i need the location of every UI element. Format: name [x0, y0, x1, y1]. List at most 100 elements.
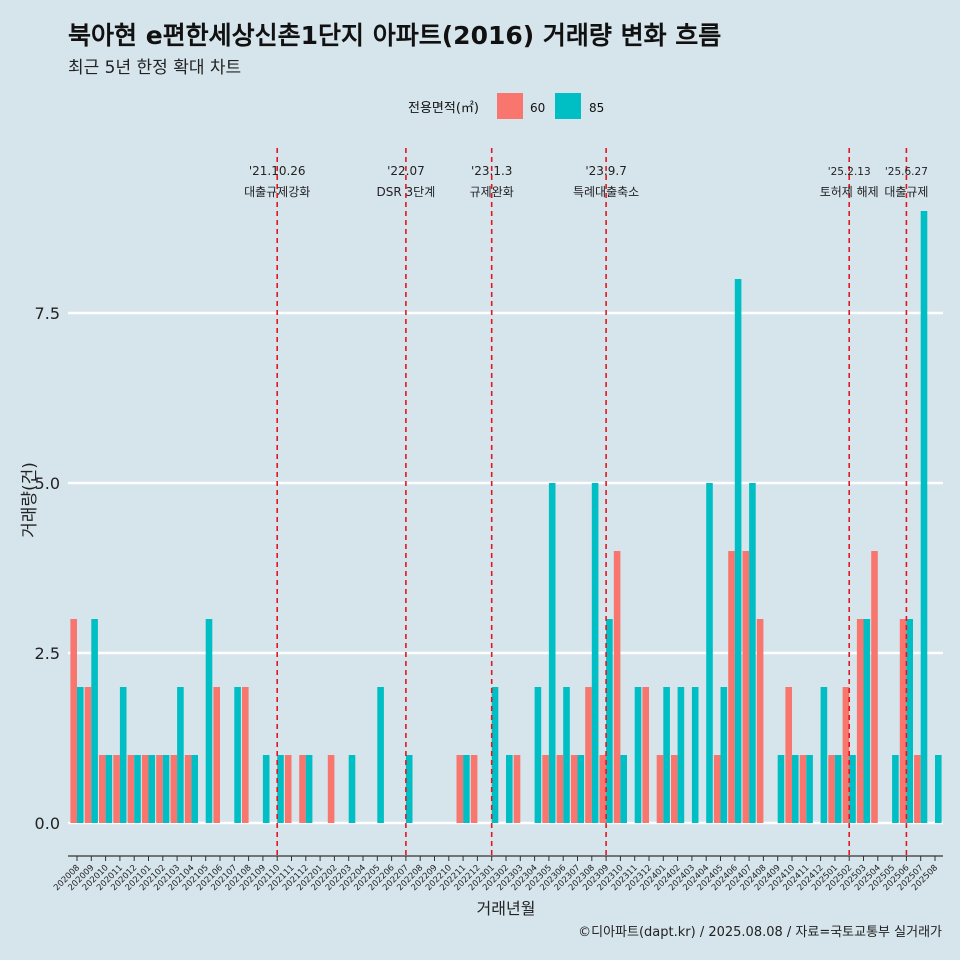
bar-60-202103 [170, 755, 178, 823]
bar-85-202009 [91, 619, 98, 823]
bar-85-202311 [634, 687, 642, 823]
bar-85-202505 [892, 755, 899, 823]
bar-85-202503 [863, 619, 871, 823]
bar-85-202310 [620, 755, 627, 823]
bar-85-202402 [677, 687, 685, 823]
bar-60-202407 [742, 551, 750, 823]
bar-85-202110 [277, 755, 284, 823]
bar-60-202102 [156, 755, 163, 823]
bar-60-202305 [542, 755, 549, 823]
bar-60-202112 [299, 755, 306, 823]
bar-85-202305 [548, 483, 556, 823]
event-label: 규제완화 [470, 185, 514, 199]
event-label: 토허제 해제 [820, 185, 879, 199]
bar-60-202410 [785, 687, 792, 823]
bar-85-202308 [591, 483, 599, 823]
bar-85-202011 [119, 687, 127, 823]
bar-60-202309 [599, 755, 607, 823]
bar-60-202104 [184, 755, 192, 823]
bar-85-202104 [191, 755, 198, 823]
event-date: '23.1.3 [471, 164, 512, 178]
bar-85-202508 [935, 755, 942, 823]
bar-60-202507 [914, 755, 921, 823]
bar-85-202412 [820, 687, 828, 823]
bar-60-202202 [327, 755, 335, 823]
event-date: '25.2.13 [828, 166, 871, 178]
bar-60-202411 [799, 755, 807, 823]
bar-60-202011 [113, 755, 120, 823]
legend: 전용면적(㎡) 60 85 [408, 93, 604, 119]
bar-60-202212 [470, 755, 478, 823]
bar-85-202109 [262, 755, 270, 823]
bar-85-202309 [606, 619, 613, 823]
bar-85-202105 [205, 619, 213, 823]
bar-85-202203 [348, 755, 356, 823]
bar-60-202211 [456, 755, 464, 823]
bar-85-202112 [305, 755, 313, 823]
bar-85-202306 [563, 687, 570, 823]
bar-85-202304 [534, 687, 542, 823]
bar-85-202301 [491, 687, 499, 823]
bar-60-202405 [713, 755, 721, 823]
bar-60-202501 [828, 755, 835, 823]
y-axis-label: 거래량(건) [20, 462, 40, 538]
bar-85-202507 [920, 211, 928, 823]
bar-85-202409 [777, 755, 785, 823]
bar-85-202406 [734, 279, 742, 823]
bar-60-202408 [756, 619, 764, 823]
y-tick-label: 0.0 [35, 814, 60, 833]
x-axis-label: 거래년월 [477, 899, 536, 918]
bar-85-202010 [105, 755, 113, 823]
bar-60-202312 [642, 687, 649, 823]
bar-85-202411 [806, 755, 813, 823]
y-tick-label: 7.5 [35, 304, 60, 323]
event-label: 특례대출축소 [573, 185, 639, 199]
bar-60-202401 [656, 755, 664, 823]
bar-85-202501 [834, 755, 842, 823]
chart-title: 북아현 e편한세상신촌1단지 아파트(2016) 거래량 변화 흐름 [68, 21, 722, 50]
bar-60-202101 [141, 755, 149, 823]
event-date: '21.10.26 [249, 164, 306, 178]
bar-85-202207 [405, 755, 413, 823]
legend-label-60: 60 [530, 101, 545, 115]
bar-60-202111 [284, 755, 292, 823]
bar-85-202502 [849, 755, 856, 823]
bar-85-202404 [706, 483, 713, 823]
bar-60-202106 [213, 687, 220, 823]
bar-85-202205 [377, 687, 384, 823]
bar-85-202008 [77, 687, 84, 823]
bar-60-202406 [728, 551, 735, 823]
event-label: DSR 3단계 [377, 185, 436, 199]
bar-60-202303 [513, 755, 521, 823]
bar-85-202401 [663, 687, 670, 823]
bar-85-202410 [792, 755, 799, 823]
bar-85-202012 [134, 755, 141, 823]
grid [68, 311, 943, 825]
legend-title: 전용면적(㎡) [408, 101, 479, 116]
bar-60-202108 [242, 687, 249, 823]
chart-caption: ©디아파트(dapt.kr) / 2025.08.08 / 자료=국토교통부 실… [578, 925, 942, 940]
bar-85-202102 [162, 755, 170, 823]
bar-85-202103 [177, 687, 184, 823]
bar-85-202403 [691, 687, 699, 823]
bar-85-202302 [506, 755, 513, 823]
bar-60-202310 [613, 551, 621, 823]
event-label: 대출규제 [884, 185, 928, 199]
bar-60-202008 [70, 619, 77, 823]
chart-subtitle: 최근 5년 한정 확대 차트 [68, 58, 242, 78]
bar-60-202308 [585, 687, 592, 823]
legend-swatch-85 [555, 93, 581, 119]
event-date: '23.9.7 [585, 164, 626, 178]
event-date: '22.07 [387, 164, 425, 178]
bar-85-202407 [749, 483, 756, 823]
bar-60-202012 [127, 755, 135, 823]
bar-60-202504 [871, 551, 878, 823]
event-date: '25.6.27 [885, 166, 928, 178]
bar-60-202506 [899, 619, 907, 823]
legend-label-85: 85 [589, 101, 604, 115]
legend-swatch-60 [497, 93, 523, 119]
bar-85-202211 [463, 755, 470, 823]
event-lines: '21.10.26 대출규제강화 '22.07 DSR 3단계 '23.1.3 규제완화 '… [244, 148, 928, 856]
